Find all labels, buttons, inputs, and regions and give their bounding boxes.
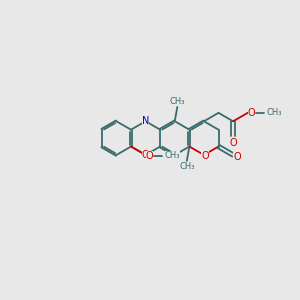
Text: CH₃: CH₃ [164,152,180,160]
Text: O: O [142,150,149,160]
Text: O: O [233,152,241,162]
Text: O: O [201,151,209,161]
Text: CH₃: CH₃ [266,108,282,117]
Text: CH₃: CH₃ [179,162,195,171]
Text: CH₃: CH₃ [169,97,185,106]
Text: O: O [229,137,237,148]
Text: O: O [146,151,153,161]
Text: N: N [142,116,149,126]
Text: O: O [248,108,256,118]
